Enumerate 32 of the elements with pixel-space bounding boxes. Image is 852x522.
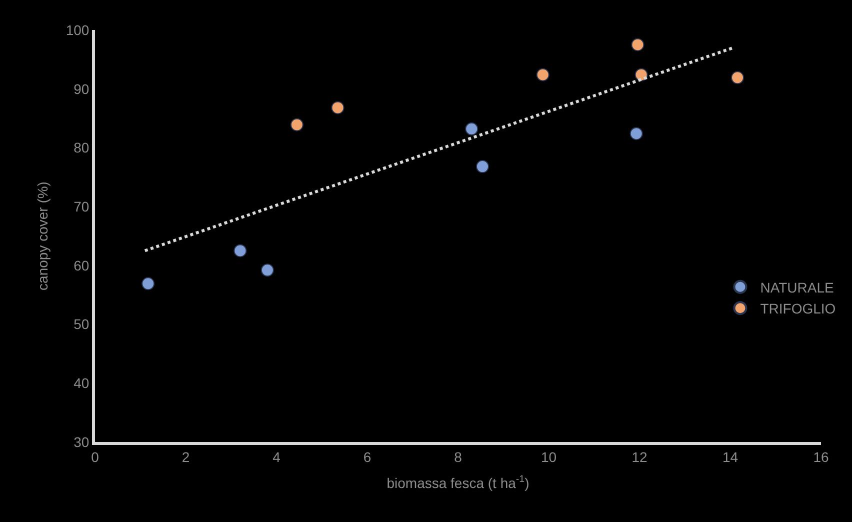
y-tick-label: 60 [74, 257, 90, 274]
point [260, 264, 274, 277]
y-tick-label: 100 [66, 22, 90, 38]
point [331, 101, 344, 114]
y-axis-title: canopy cover (%) [34, 182, 50, 290]
x-tick-label: 8 [454, 448, 462, 465]
point [465, 122, 478, 136]
point [536, 68, 550, 82]
point [630, 127, 643, 140]
y-tick-label: 30 [74, 434, 90, 450]
point [234, 244, 247, 258]
point [631, 38, 644, 52]
point [476, 160, 489, 174]
y-tick-label: 50 [74, 316, 90, 332]
point [290, 118, 304, 132]
y-tick-label: 80 [74, 140, 90, 156]
point [142, 277, 155, 290]
y-tick-label: 70 [74, 198, 90, 214]
x-tick-label: 14 [722, 448, 738, 465]
x-tick-label: 12 [632, 448, 648, 465]
x-tick-label: 4 [272, 448, 281, 465]
x-tick-label: 2 [182, 448, 190, 465]
legend-label: TRIFOGLIO [760, 300, 836, 317]
x-tick-label: 0 [91, 448, 100, 465]
x-axis-title: biomassa fesca (t ha$^{-1}$) [386, 474, 530, 492]
x-tick-label: 10 [540, 448, 557, 465]
y-tick-label: 40 [74, 375, 90, 392]
point [731, 71, 744, 84]
y-tick-label: 90 [74, 80, 90, 97]
legend-label: NATURALE [760, 279, 834, 296]
x-tick-label: 6 [363, 448, 372, 465]
x-tick-label: 16 [813, 448, 829, 465]
